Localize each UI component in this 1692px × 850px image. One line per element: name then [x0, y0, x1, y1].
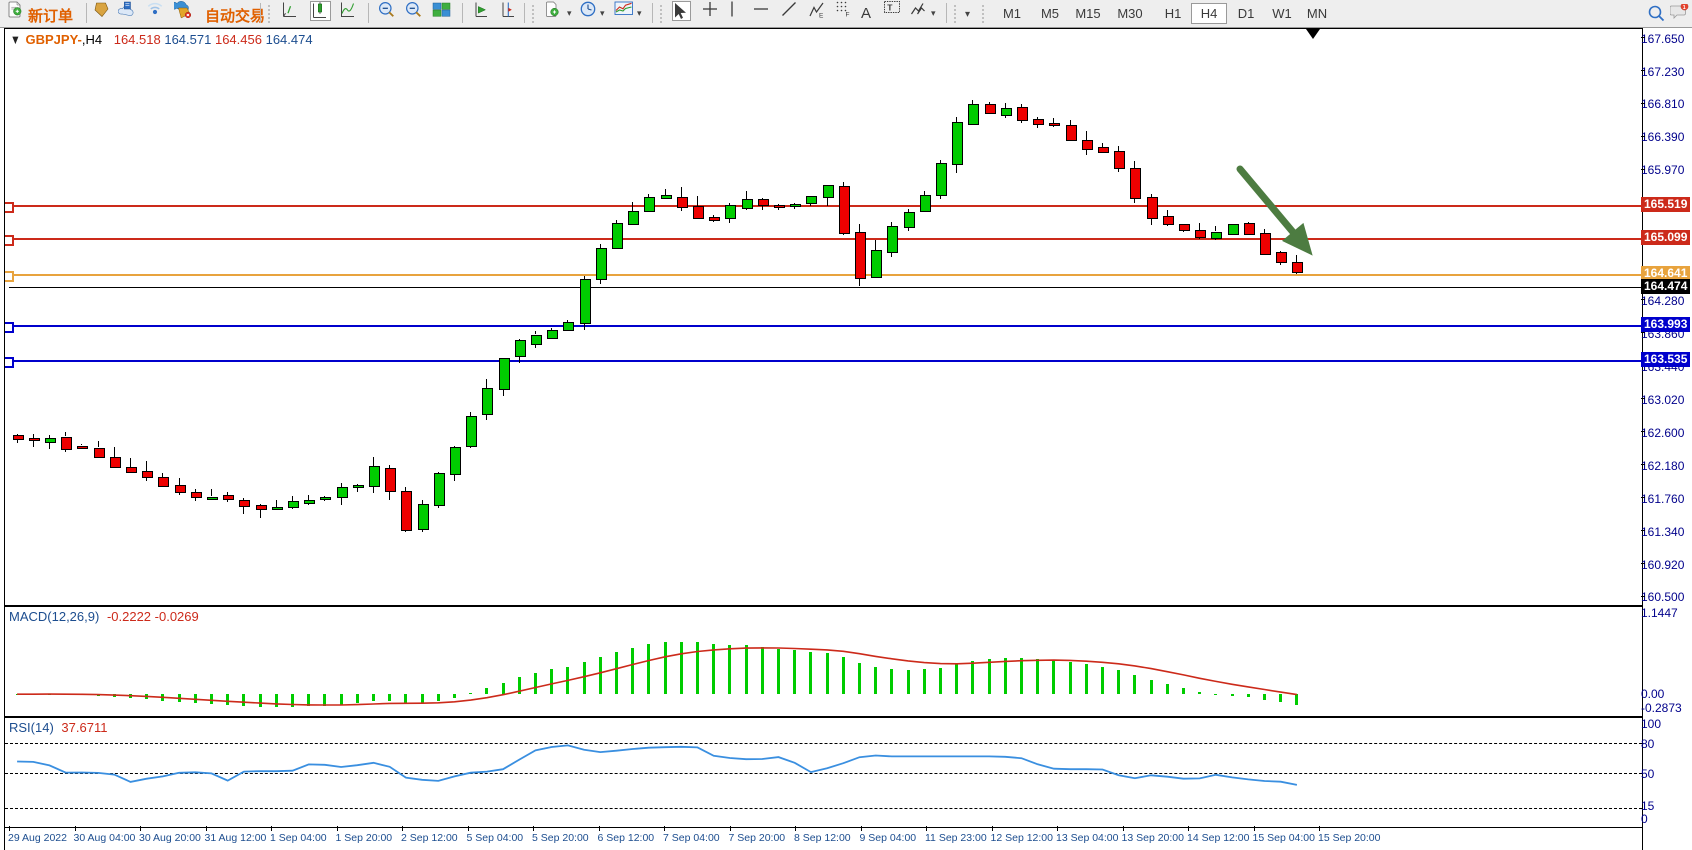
svg-text:1: 1 [1683, 5, 1686, 11]
